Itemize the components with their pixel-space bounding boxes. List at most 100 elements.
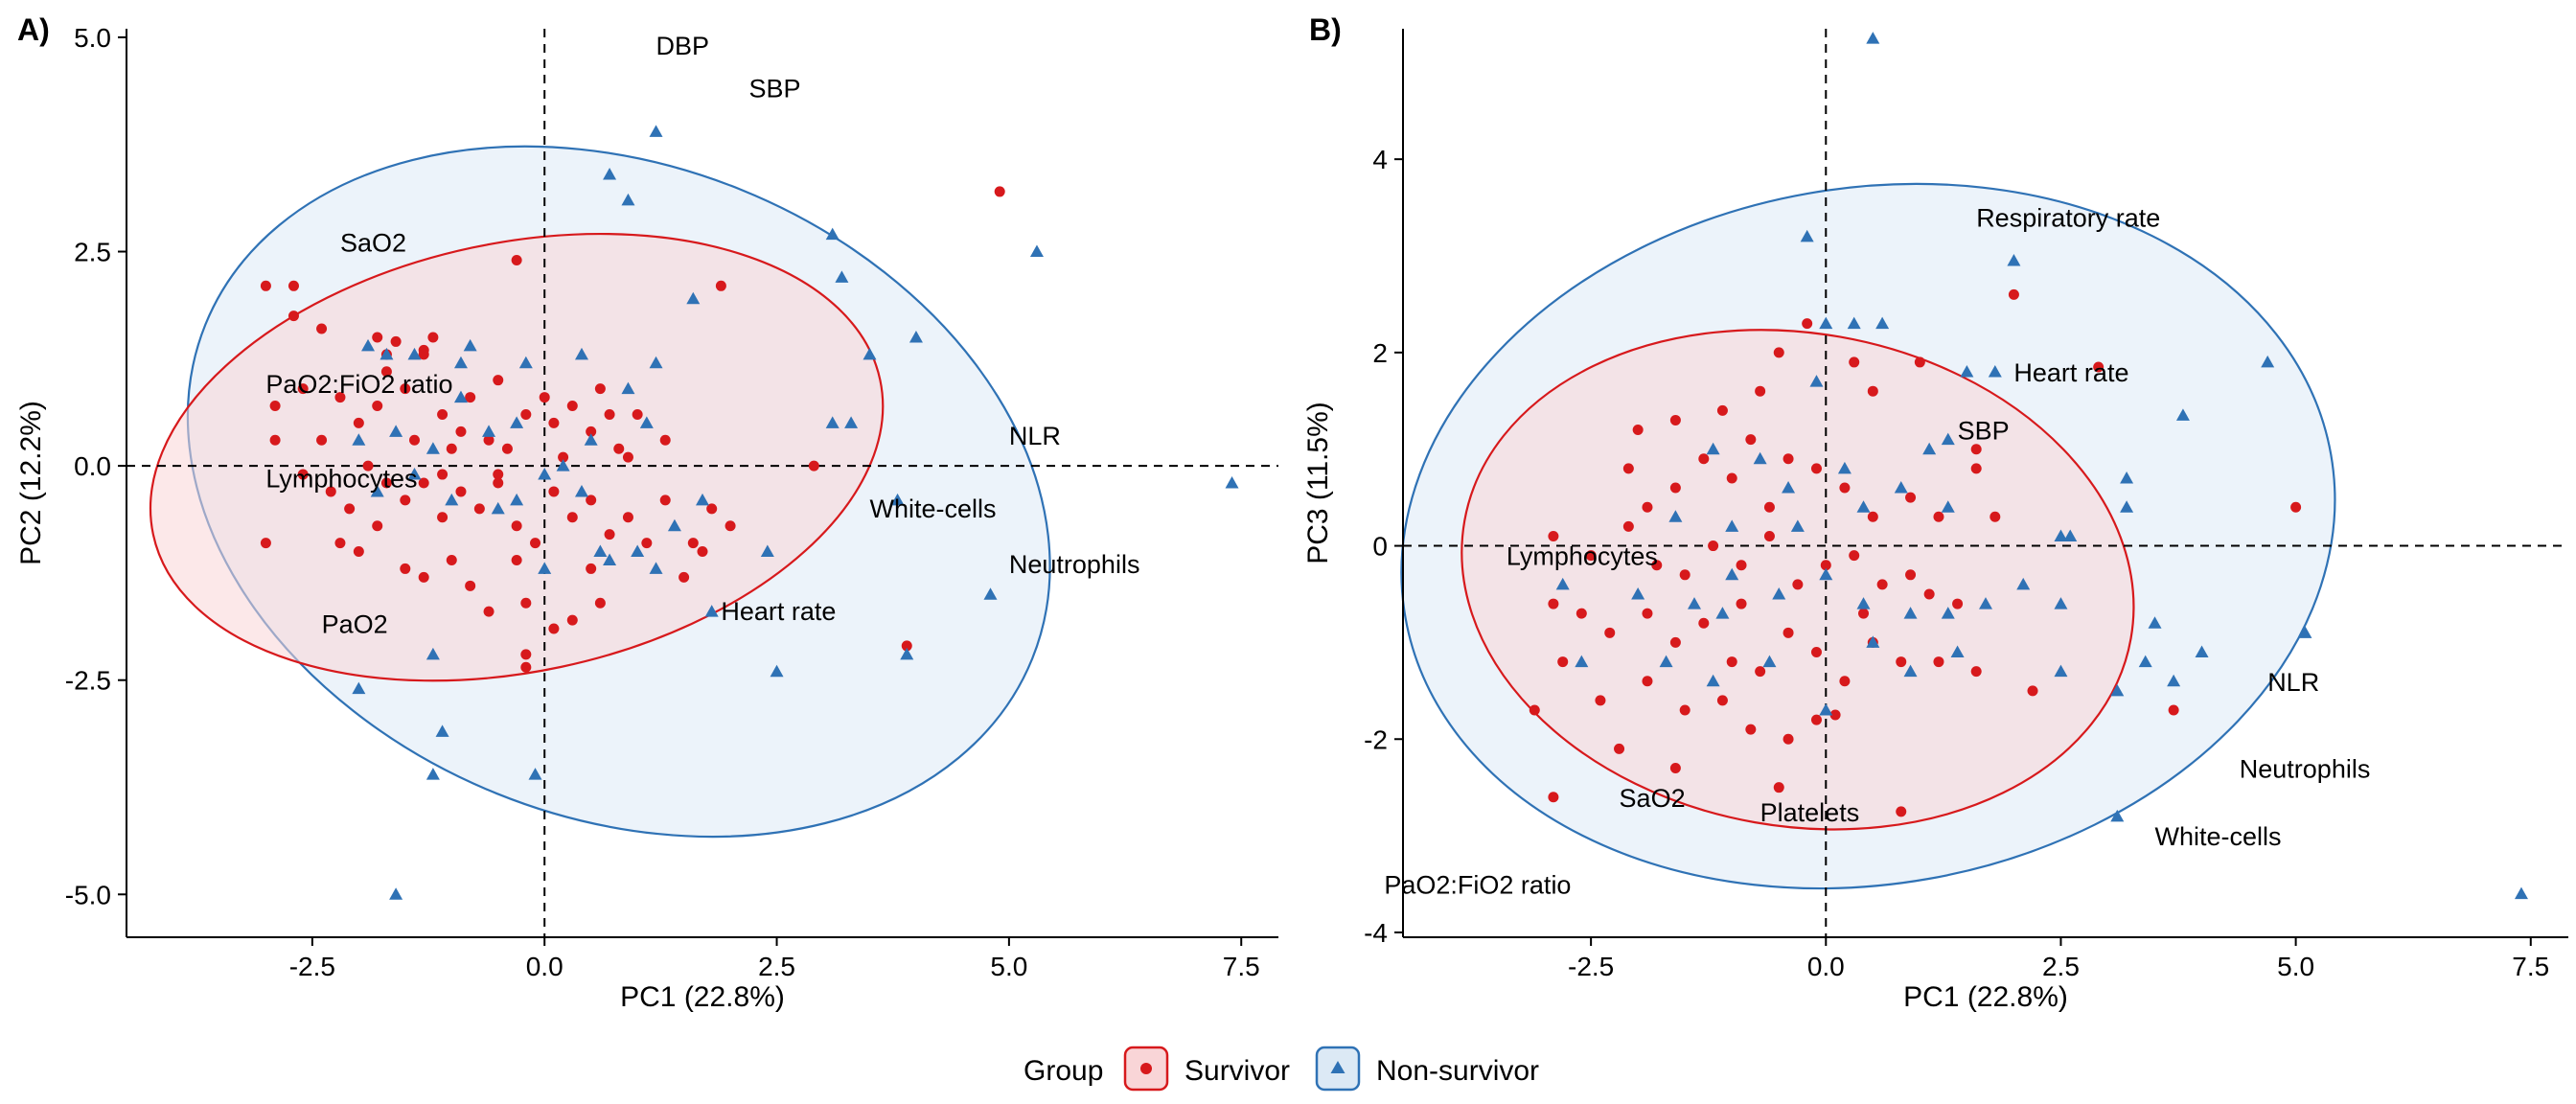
panel-b-point-non-survivor-32 (1819, 567, 1833, 581)
panel-b-point-survivor-72 (1773, 782, 1784, 794)
panel-a-point-non-survivor-44 (491, 501, 505, 515)
panel-b-point-survivor-8 (1914, 356, 1925, 368)
panel-b-point-non-survivor-54 (2110, 809, 2125, 822)
panel-b-point-non-survivor-35 (1941, 607, 1955, 619)
panel-a-point-survivor-12 (269, 401, 281, 412)
panel-b-point-non-survivor-26 (2120, 500, 2134, 513)
panel-a-point-survivor-8 (427, 332, 439, 343)
panel-a-y-tick-label-0: -5.0 (65, 880, 111, 909)
panel-b-y-tick-label-4: 4 (1372, 145, 1388, 174)
panel-a-point-non-survivor-52 (389, 887, 403, 900)
panel-a-point-survivor-69 (418, 571, 429, 583)
panel-a-point-survivor-45 (380, 477, 392, 489)
panel-a-point-non-survivor-16 (518, 356, 533, 369)
panel-a-point-non-survivor-6 (1029, 244, 1044, 258)
panel-b-point-survivor-26 (1990, 511, 2001, 522)
panel-a-point-survivor-73 (511, 554, 522, 565)
panel-a-point-survivor-56 (586, 494, 597, 506)
panel-a-x-tick-label-4: 7.5 (1223, 952, 1260, 981)
panel-a-point-survivor-28 (501, 443, 513, 454)
panel-a-point-non-survivor-45 (538, 468, 552, 480)
panel-a-point-survivor-24 (455, 426, 467, 437)
panel-a-point-survivor-87 (622, 451, 633, 463)
panel-b-point-survivor-23 (1905, 492, 1917, 503)
panel-a-point-non-survivor-19 (352, 433, 366, 446)
panel-b-point-non-survivor-8 (1988, 365, 2002, 378)
panel-a-variable-label-0: DBP (656, 32, 710, 60)
panel-b-point-non-survivor-27 (1555, 577, 1570, 590)
panel-a-point-non-survivor-31 (445, 493, 459, 506)
panel-a-point-survivor-20 (409, 434, 420, 446)
panel-b-point-survivor-71 (1669, 763, 1681, 774)
panel-b-point-survivor-32 (1708, 540, 1719, 552)
panel-a-point-survivor-27 (493, 375, 504, 386)
panel-b-point-non-survivor-49 (2298, 626, 2312, 638)
panel-a-point-survivor-71 (465, 580, 476, 591)
panel-b-point-survivor-19 (1782, 453, 1794, 465)
panel-b-point-survivor-58 (2027, 685, 2038, 697)
panel-b-point-survivor-25 (1970, 463, 1982, 474)
panel-b-point-non-survivor-4 (1847, 316, 1861, 330)
panel-a-point-non-survivor-10 (844, 416, 859, 428)
panel-a-y-tick-label-3: 2.5 (74, 238, 111, 267)
legend-label-non-survivor: Non-survivor (1376, 1055, 1539, 1087)
panel-b-point-non-survivor-50 (2054, 664, 2068, 678)
panel-a-point-survivor-63 (724, 520, 736, 532)
panel-b-point-survivor-27 (1548, 530, 1559, 541)
panel-a-point-non-survivor-41 (649, 562, 663, 574)
panel-b-point-survivor-76 (1858, 608, 1870, 619)
panel-b: Respiratory rate Heart rate SBP Lymphocytes… (1302, 12, 2568, 1013)
panel-b-point-non-survivor-33 (1856, 597, 1871, 610)
panel-a-point-survivor-66 (353, 546, 364, 558)
panel-b-point-survivor-33 (1736, 560, 1747, 571)
panel-b-point-survivor-34 (1763, 530, 1775, 541)
panel-b-point-non-survivor-10 (2175, 408, 2190, 421)
panel-a-ellipse-survivor (149, 232, 885, 682)
panel-a-point-survivor-30 (539, 392, 550, 403)
panel-b-point-non-survivor-46 (1950, 645, 1965, 657)
panel-b-point-survivor-36 (1820, 560, 1831, 571)
panel-a-variable-label-6: White-cells (869, 494, 996, 523)
panel-a-point-survivor-2 (288, 310, 299, 322)
panel-a-point-non-survivor-50 (426, 768, 440, 780)
panel-b-point-survivor-42 (2290, 501, 2302, 513)
panel-a-point-survivor-67 (372, 520, 383, 532)
panel-a-point-non-survivor-30 (407, 468, 422, 480)
panel-b-point-non-survivor-12 (1753, 451, 1767, 465)
panel-b-point-non-survivor-9 (2261, 355, 2275, 368)
panel-a-point-survivor-19 (400, 383, 411, 395)
panel-a-variable-label-3: PaO2:FiO2 ratio (265, 370, 452, 399)
panel-a-point-survivor-77 (586, 563, 597, 574)
panel-b-variable-label-8: White-cells (2155, 822, 2282, 851)
panel-b-point-non-survivor-48 (2195, 645, 2209, 657)
panel-a-point-survivor-68 (400, 563, 411, 574)
panel-b-variable-label-7: Platelets (1760, 798, 1860, 827)
panel-a-point-survivor-1 (288, 280, 299, 291)
panel-b-point-survivor-31 (1679, 569, 1690, 581)
panel-a-point-non-survivor-24 (510, 416, 524, 428)
legend: Group Survivor Non-survivor (1024, 1046, 1539, 1092)
panel-b-point-non-survivor-37 (2016, 577, 2031, 590)
panel-b-point-survivor-53 (1839, 676, 1851, 687)
panel-b-point-survivor-47 (1669, 636, 1681, 648)
panel-a-point-non-survivor-18 (649, 356, 663, 369)
panel-a-point-non-survivor-4 (825, 227, 840, 241)
panel-b-point-survivor-0 (1632, 425, 1644, 436)
panel-a-point-survivor-46 (400, 494, 411, 506)
panel-a-point-non-survivor-53 (1225, 476, 1239, 489)
panel-a-variable-label-8: PaO2 (322, 610, 388, 639)
panel-b-point-survivor-6 (1849, 356, 1860, 368)
panel-a-point-survivor-33 (566, 401, 578, 412)
panel-a-point-non-survivor-37 (667, 518, 681, 532)
panel-a-point-non-survivor-42 (890, 493, 905, 506)
panel-b-point-non-survivor-30 (1725, 567, 1739, 581)
panel-b-point-survivor-9 (1970, 444, 1982, 455)
panel-b-point-survivor-5 (1802, 318, 1813, 330)
panel-a-point-survivor-61 (687, 538, 699, 549)
panel-a-point-non-survivor-34 (574, 484, 588, 497)
panel-b-point-non-survivor-0 (1866, 32, 1880, 44)
panel-b-point-survivor-66 (1810, 714, 1822, 725)
panel-a-point-survivor-36 (604, 408, 615, 420)
panel-b-point-survivor-49 (1726, 656, 1737, 668)
panel-b-x-tick-label-2: 2.5 (2042, 952, 2080, 981)
